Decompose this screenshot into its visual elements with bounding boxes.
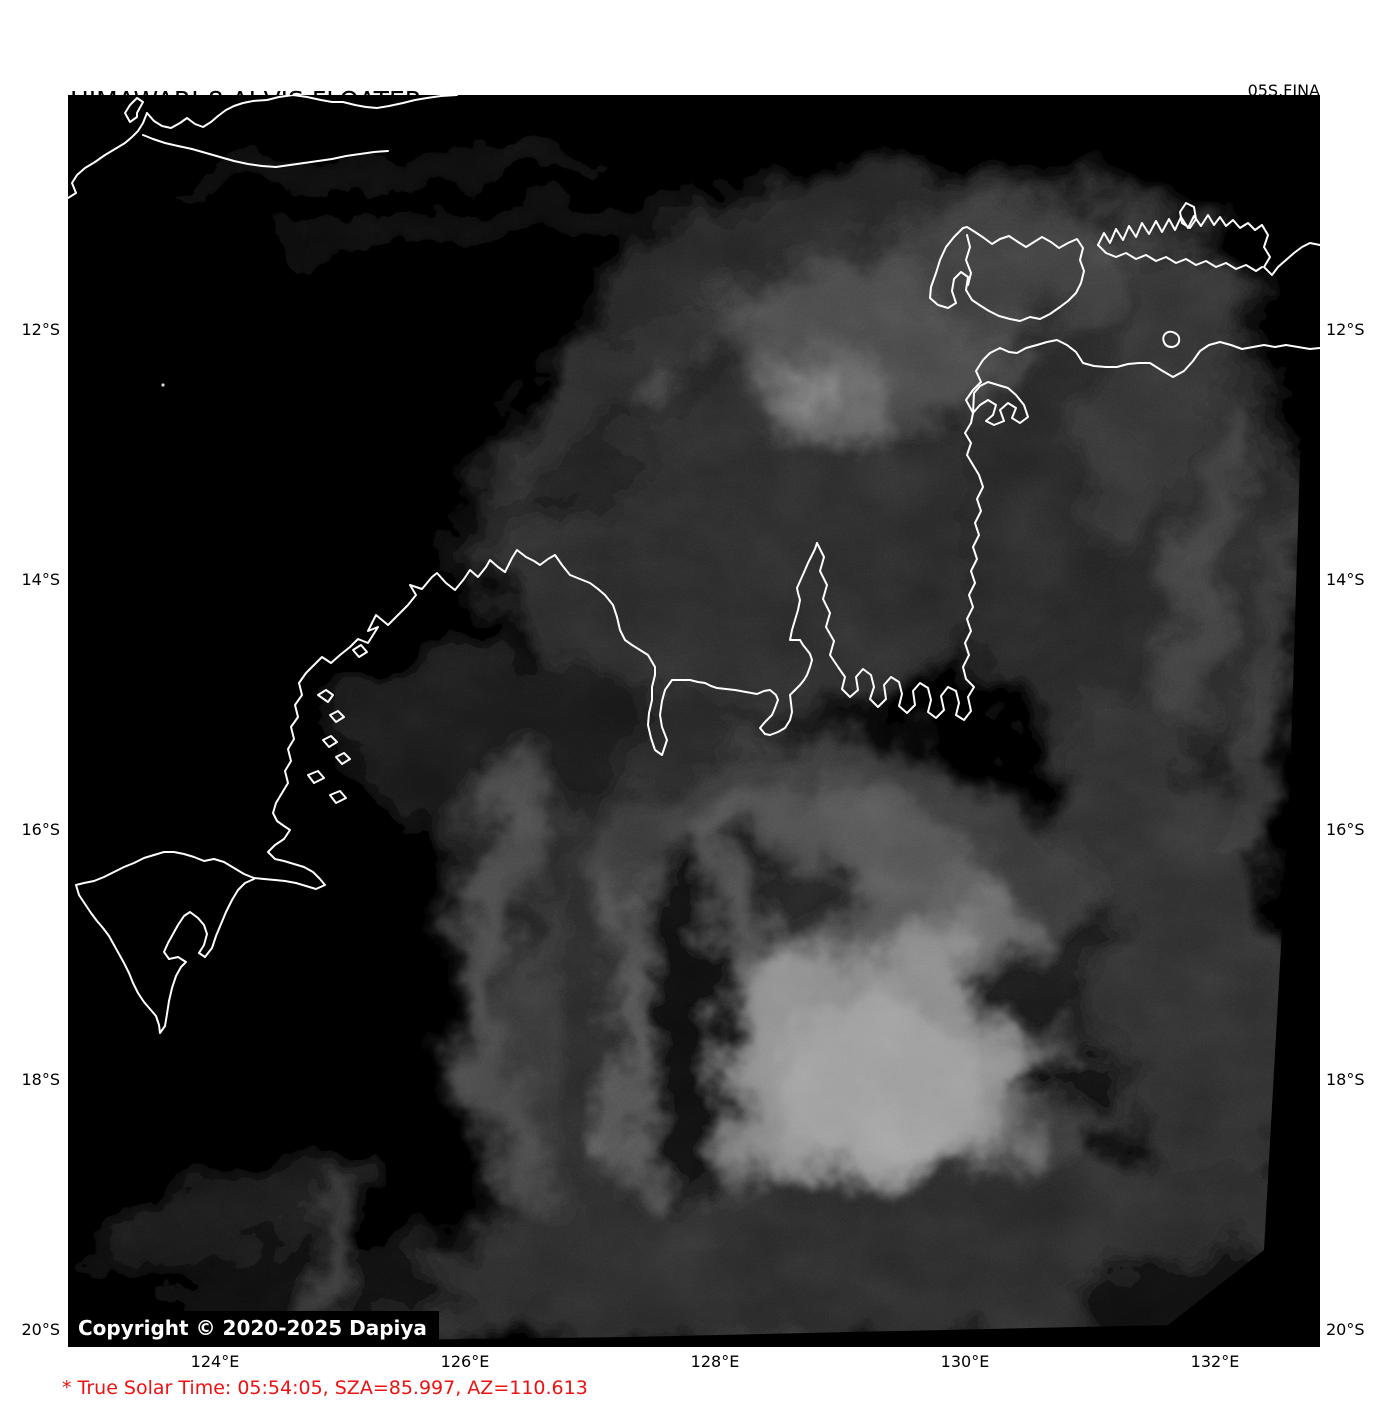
lat-label-right-16s: 16°S [1326, 820, 1365, 839]
copyright-label: Copyright © 2020-2025 Dapiya [68, 1311, 439, 1347]
solar-time-note: * True Solar Time: 05:54:05, SZA=85.997,… [62, 1377, 588, 1399]
lon-label-124e: 124°E [190, 1352, 240, 1371]
lat-label-left-20s: 20°S [21, 1320, 60, 1339]
lon-label-128e: 128°E [690, 1352, 740, 1371]
lat-label-left-14s: 14°S [21, 570, 60, 589]
lat-label-right-14s: 14°S [1326, 570, 1365, 589]
bright-speck [161, 383, 165, 387]
satellite-canvas [68, 95, 1320, 1347]
lon-label-130e: 130°E [940, 1352, 990, 1371]
lat-label-left-16s: 16°S [21, 820, 60, 839]
lon-label-126e: 126°E [440, 1352, 490, 1371]
lat-label-right-12s: 12°S [1326, 320, 1365, 339]
lat-label-right-20s: 20°S [1326, 1320, 1365, 1339]
lon-label-132e: 132°E [1190, 1352, 1240, 1371]
coastline-overlay [68, 95, 1320, 1034]
sensor-grain-texture [68, 95, 1320, 1347]
lat-label-right-18s: 18°S [1326, 1070, 1365, 1089]
lat-label-left-18s: 18°S [21, 1070, 60, 1089]
lat-label-left-12s: 12°S [21, 320, 60, 339]
satellite-image: Copyright © 2020-2025 Dapiya [68, 95, 1320, 1347]
